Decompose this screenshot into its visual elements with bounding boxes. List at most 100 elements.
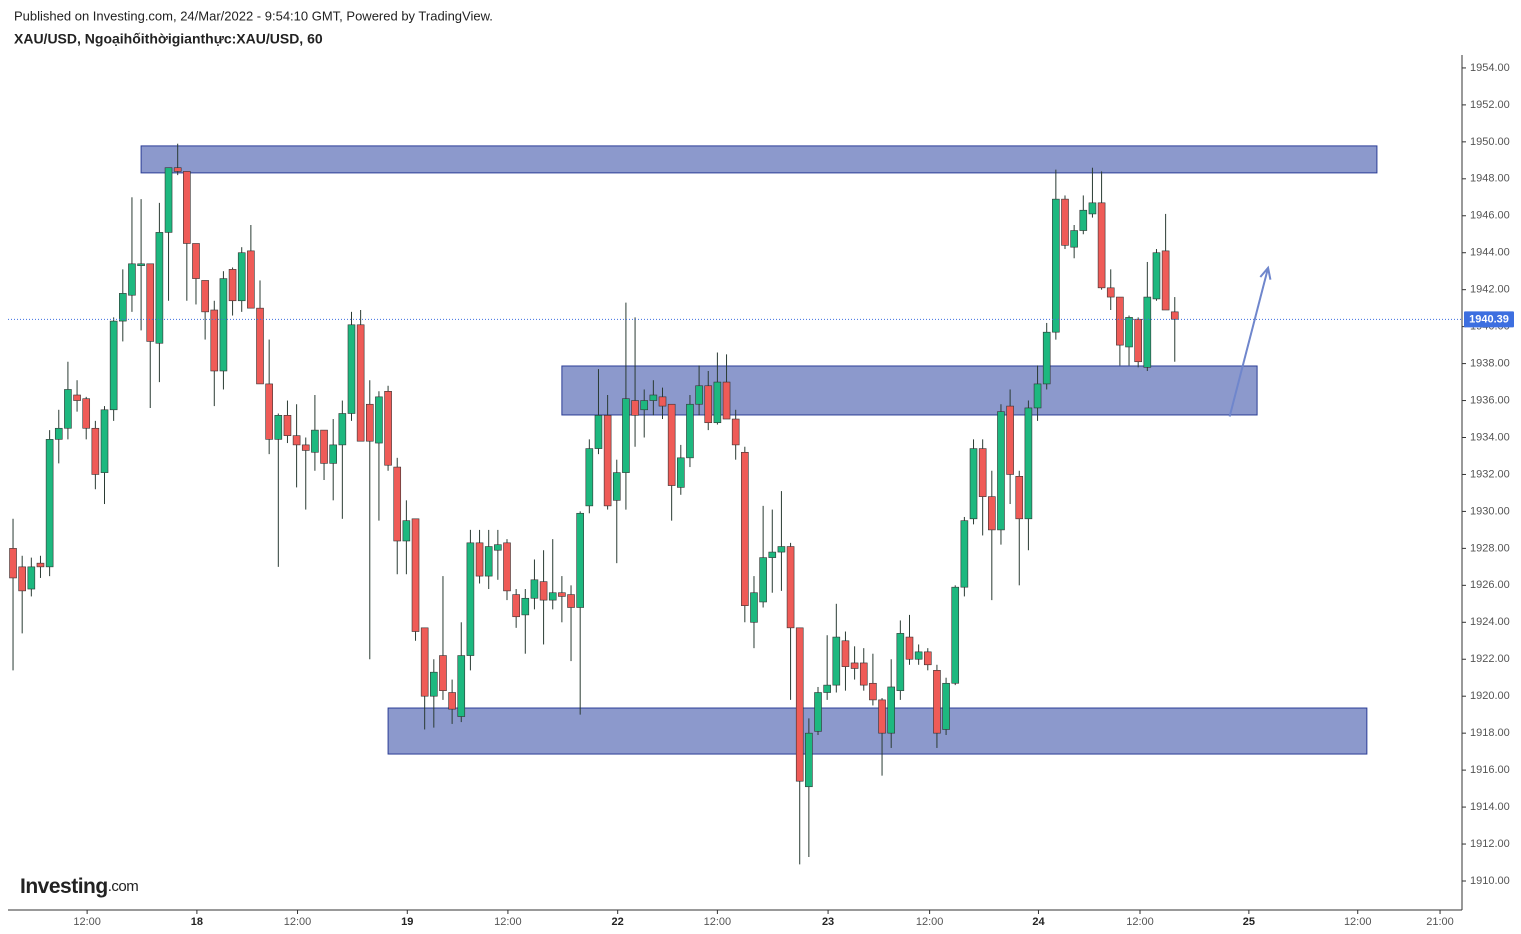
candle-body: [365, 403, 374, 442]
candle-body: [73, 394, 81, 401]
candle-body: [1134, 318, 1142, 363]
candle-body: [338, 413, 347, 446]
x-tick-label: 21:00: [1426, 916, 1454, 928]
candle-body: [631, 400, 639, 416]
candle-body: [402, 520, 411, 542]
candle-body: [128, 263, 136, 296]
candle-body: [1161, 250, 1170, 311]
candle-body: [539, 581, 548, 601]
y-tick-label: 1914.00: [1470, 801, 1510, 813]
y-tick-label: 1954.00: [1470, 62, 1510, 74]
candle-body: [558, 592, 566, 597]
candle-body: [393, 466, 402, 542]
candle-body: [859, 662, 868, 686]
y-tick-label: 1922.00: [1470, 653, 1510, 665]
candle-body: [530, 579, 539, 599]
candle-body: [658, 396, 667, 407]
candle-body: [1116, 296, 1124, 346]
y-tick-label: 1948.00: [1470, 173, 1510, 185]
candle-body: [649, 394, 658, 401]
candle-body: [100, 409, 109, 473]
y-tick-label: 1936.00: [1470, 394, 1510, 406]
candle-body: [1070, 230, 1078, 248]
candle-body: [594, 415, 603, 449]
candle-body: [411, 518, 420, 632]
candle-body: [832, 636, 841, 686]
y-tick-label: 1912.00: [1470, 838, 1510, 850]
y-tick-label: 1924.00: [1470, 616, 1510, 628]
candle-body: [1079, 209, 1088, 231]
candle-body: [375, 396, 383, 444]
y-tick-label: 1938.00: [1470, 357, 1510, 369]
candle-body: [256, 307, 264, 385]
candle-body: [1033, 383, 1042, 409]
candle-body: [805, 732, 813, 788]
candle-body: [1088, 202, 1097, 215]
candle-body: [1061, 198, 1069, 246]
candle-body: [228, 269, 237, 302]
candle-body: [237, 252, 246, 302]
candle-body: [420, 627, 429, 697]
candle-body: [942, 682, 950, 730]
candle-body: [677, 457, 685, 488]
candle-body: [274, 415, 283, 440]
candle-body: [869, 682, 877, 701]
y-tick-label: 1952.00: [1470, 99, 1510, 111]
candle-body: [1006, 405, 1014, 475]
candle-body: [54, 427, 63, 440]
zone: [387, 707, 1368, 755]
candle-body: [137, 263, 145, 266]
candle-body: [283, 415, 292, 436]
candle-body: [356, 324, 365, 442]
candle-body: [1042, 331, 1051, 385]
y-tick-label: 1934.00: [1470, 431, 1510, 443]
candle-body: [347, 324, 356, 414]
candle-body: [1125, 317, 1133, 348]
x-tick-label: 12:00: [494, 916, 522, 928]
candle-body: [997, 411, 1005, 531]
y-tick-label: 1916.00: [1470, 764, 1510, 776]
last-price-box: [1464, 311, 1514, 328]
candle-body: [484, 546, 493, 577]
candle-body: [1106, 287, 1115, 298]
zone: [561, 365, 1258, 416]
x-tick-label: 12:00: [704, 916, 732, 928]
candle-body: [750, 592, 758, 623]
candle-body: [896, 633, 905, 691]
candle-body: [64, 389, 72, 429]
candle-body: [1143, 296, 1152, 368]
candle-body: [439, 655, 447, 691]
candle-body: [667, 403, 676, 486]
candle-body: [1097, 202, 1106, 289]
candle-body: [173, 167, 182, 172]
candle-body: [731, 418, 740, 446]
candle-body: [512, 594, 520, 618]
candle-body: [923, 651, 932, 666]
candle-body: [759, 557, 767, 603]
candle-body: [777, 546, 786, 553]
arrow-head: [1259, 265, 1272, 280]
candle-body: [430, 671, 438, 697]
logo-name: Investing: [20, 875, 108, 898]
candle-body: [978, 448, 987, 497]
candle-body: [576, 512, 584, 608]
candle-body: [82, 398, 91, 429]
candle-body: [27, 566, 36, 590]
x-tick-label: 24: [1032, 916, 1045, 928]
candle-body: [1015, 476, 1024, 520]
candle-body: [247, 250, 255, 309]
candle-body: [878, 699, 886, 734]
candle-body: [1052, 198, 1060, 333]
candle-body: [905, 636, 914, 660]
x-tick-label: 19: [401, 916, 413, 928]
candle-body: [301, 444, 310, 451]
candle-body: [9, 548, 17, 579]
candle-body: [119, 293, 127, 322]
candle-body: [320, 429, 328, 464]
candle-body: [951, 586, 960, 684]
candle-body: [475, 542, 484, 577]
candle-body: [622, 398, 630, 473]
candle-body: [969, 448, 978, 520]
candle-body: [18, 566, 26, 592]
last-price-label: 1940.39: [1469, 313, 1509, 325]
